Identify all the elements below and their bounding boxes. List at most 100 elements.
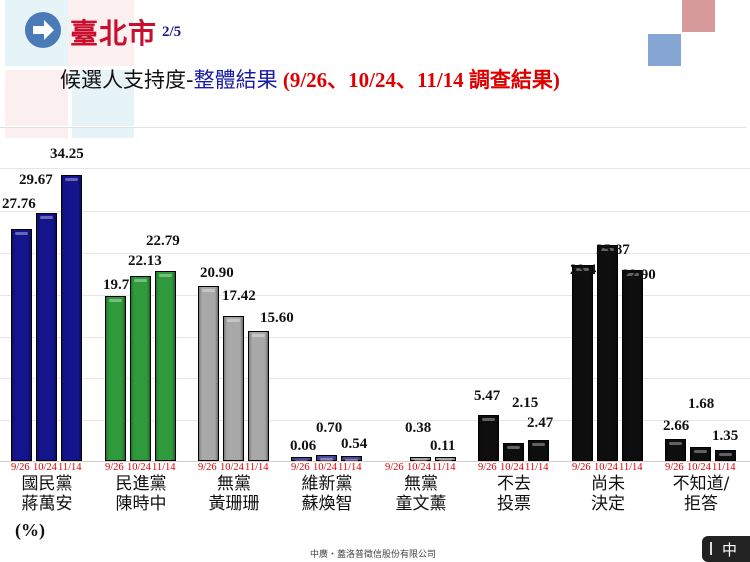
gridline xyxy=(0,337,750,338)
city-title: 臺北市 xyxy=(70,17,158,50)
deco-square xyxy=(5,128,68,138)
bar-9-26 xyxy=(291,457,312,463)
x-axis xyxy=(0,461,750,462)
bar-11-14 xyxy=(155,271,176,461)
category-party: 無黨 xyxy=(217,474,251,494)
date-label: 9/26 xyxy=(11,462,30,473)
category-party: 民進黨 xyxy=(115,474,167,494)
ime-language: 中 xyxy=(722,541,738,559)
bar-10-24 xyxy=(36,213,57,461)
bar-9-26 xyxy=(11,229,32,461)
gridline xyxy=(0,378,750,379)
bar-11-14 xyxy=(341,456,362,462)
date-label: 10/24 xyxy=(33,462,57,473)
date-label: 10/24 xyxy=(127,462,151,473)
value-label: 1.68 xyxy=(688,396,715,412)
bar-11-14 xyxy=(61,175,82,461)
category-name: 陳時中 xyxy=(115,494,167,514)
subtitle-main: 候選人支持度- xyxy=(60,68,194,92)
deco-square-red xyxy=(682,0,715,32)
value-label: 19.72 xyxy=(103,277,137,293)
category-party: 尚未 xyxy=(591,474,625,494)
deco-square xyxy=(72,128,134,138)
date-label: 9/26 xyxy=(572,462,591,473)
date-label: 11/14 xyxy=(58,462,82,473)
value-label: 23.42 xyxy=(570,262,604,278)
value-label: 0.11 xyxy=(430,438,456,454)
date-label: 10/24 xyxy=(500,462,524,473)
date-label: 9/26 xyxy=(478,462,497,473)
value-label: 20.90 xyxy=(200,265,234,281)
bar-11-14 xyxy=(528,440,549,461)
value-label: 2.66 xyxy=(663,418,690,434)
footer-company: 中廣・蓋洛普徵信股份有限公司 xyxy=(310,550,437,560)
deco-square xyxy=(72,70,134,126)
header-divider xyxy=(0,127,746,128)
category-name: 拒答 xyxy=(684,494,718,514)
bar-11-14 xyxy=(622,270,643,461)
category-label: 不知道/拒答 xyxy=(651,474,750,514)
category-label: 尚未 決定 xyxy=(558,474,658,514)
date-label: 11/14 xyxy=(619,462,643,473)
value-label: 34.25 xyxy=(50,146,84,162)
bar-10-24 xyxy=(223,316,244,461)
bar-9-26 xyxy=(572,265,593,461)
date-label: 11/14 xyxy=(432,462,456,473)
bar-10-24 xyxy=(316,455,337,461)
date-label: 10/24 xyxy=(687,462,711,473)
date-label: 10/24 xyxy=(407,462,431,473)
bar-10-24 xyxy=(503,443,524,461)
category-name: 黃珊珊 xyxy=(208,494,260,514)
category-label: 國民黨 蔣萬安 xyxy=(0,474,97,514)
date-label: 9/26 xyxy=(385,462,404,473)
bar-10-24 xyxy=(690,447,711,461)
date-label: 9/26 xyxy=(105,462,124,473)
value-label: 2.15 xyxy=(512,395,539,411)
date-label: 10/24 xyxy=(220,462,244,473)
date-label: 9/26 xyxy=(291,462,310,473)
date-label: 9/26 xyxy=(198,462,217,473)
date-label: 9/26 xyxy=(665,462,684,473)
date-label: 11/14 xyxy=(152,462,176,473)
deco-square-blue xyxy=(648,34,681,66)
gridline xyxy=(0,295,750,296)
arrow-right-icon xyxy=(25,12,61,48)
subtitle-highlight: 整體結果 xyxy=(193,68,278,92)
value-label: 0.06 xyxy=(290,438,317,454)
date-label: 10/24 xyxy=(313,462,337,473)
bar-11-14 xyxy=(435,457,456,463)
bar-11-14 xyxy=(715,450,736,461)
category-name: 決定 xyxy=(591,494,625,514)
y-unit-label: (%) xyxy=(15,520,45,540)
gridline xyxy=(0,168,750,169)
value-label: 17.42 xyxy=(222,288,256,304)
bar-11-14 xyxy=(248,331,269,461)
subtitle: 候選人支持度-整體結果 (9/26、10/24、11/14 調查結果) xyxy=(60,64,560,94)
value-label: 0.54 xyxy=(341,436,368,452)
bar-9-26 xyxy=(198,286,219,461)
value-label: 15.60 xyxy=(260,310,294,326)
category-name: 投票 xyxy=(497,494,531,514)
gridline xyxy=(0,420,750,421)
date-label: 11/14 xyxy=(525,462,549,473)
category-party: 不知道/ xyxy=(672,474,730,494)
deco-square xyxy=(68,0,134,66)
category-label: 不去 投票 xyxy=(464,474,564,514)
date-label: 11/14 xyxy=(245,462,269,473)
gridline xyxy=(0,253,750,254)
category-party: 維新黨 xyxy=(301,474,353,494)
category-label: 無黨 童文薰 xyxy=(371,474,471,514)
value-label: 5.47 xyxy=(474,388,501,404)
category-label: 民進黨 陳時中 xyxy=(91,474,191,514)
value-label: 29.67 xyxy=(19,172,53,188)
date-label: 10/24 xyxy=(594,462,618,473)
value-label: 0.70 xyxy=(316,420,343,436)
category-name: 童文薰 xyxy=(395,494,447,514)
ime-indicator[interactable]: 中 xyxy=(702,536,750,562)
bar-10-24 xyxy=(130,276,151,461)
value-label: 22.79 xyxy=(146,233,180,249)
bar-9-26 xyxy=(478,415,499,461)
value-label: 1.35 xyxy=(712,428,739,444)
date-label: 11/14 xyxy=(338,462,362,473)
category-name: 蔣萬安 xyxy=(21,494,73,514)
